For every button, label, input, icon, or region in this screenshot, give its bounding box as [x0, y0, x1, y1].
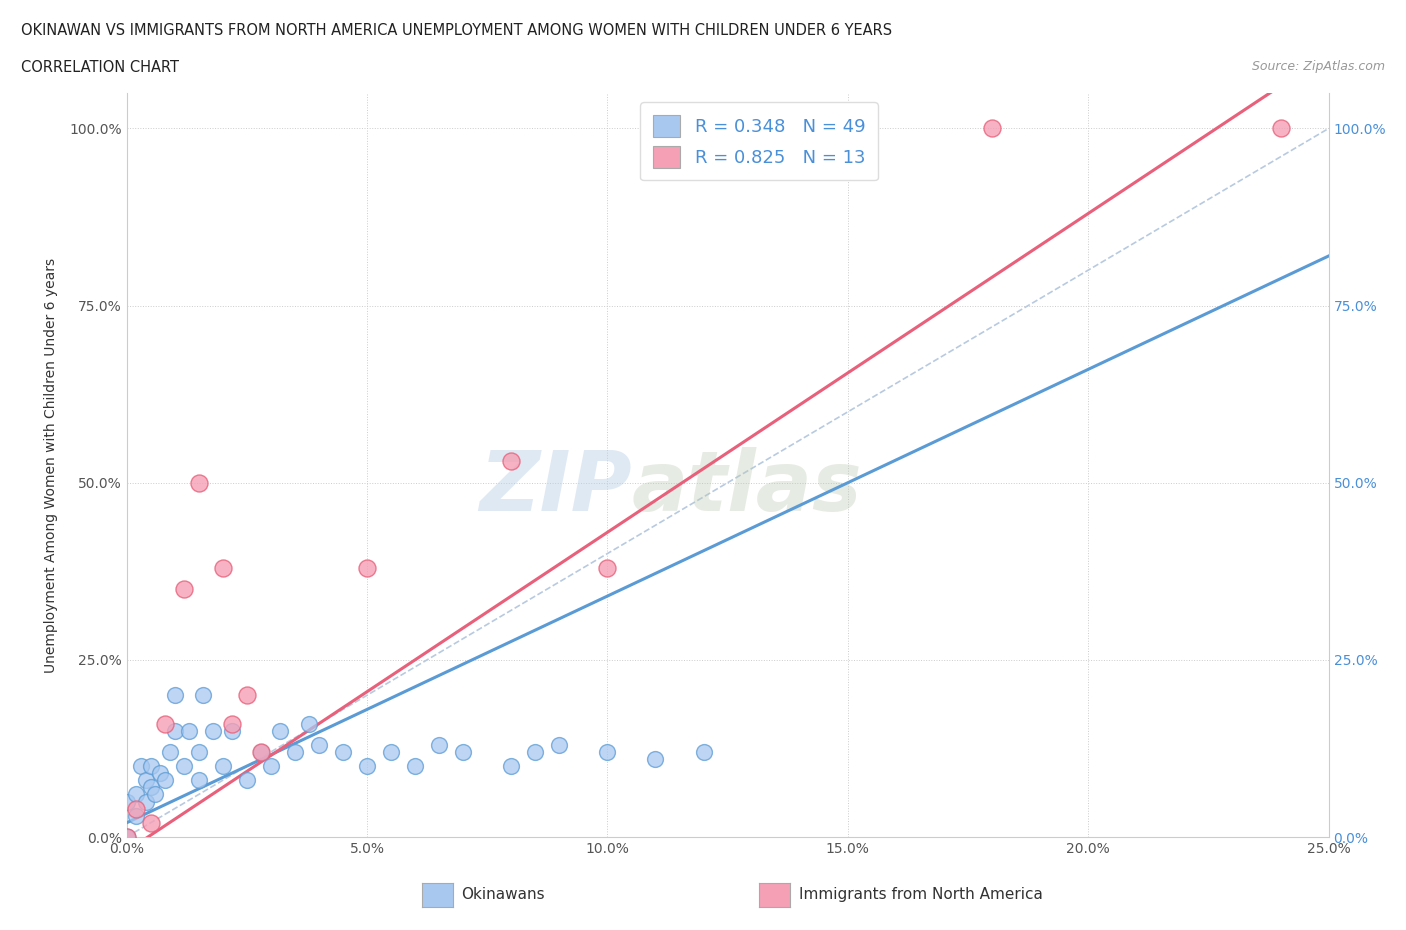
- Point: [211, 560, 233, 575]
- Point: [308, 737, 330, 752]
- Point: [115, 830, 138, 844]
- Point: [501, 454, 523, 469]
- Text: OKINAWAN VS IMMIGRANTS FROM NORTH AMERICA UNEMPLOYMENT AMONG WOMEN WITH CHILDREN: OKINAWAN VS IMMIGRANTS FROM NORTH AMERIC…: [21, 23, 893, 38]
- Text: CORRELATION CHART: CORRELATION CHART: [21, 60, 179, 75]
- Point: [115, 830, 138, 844]
- Point: [135, 794, 157, 809]
- Point: [380, 745, 402, 760]
- Point: [173, 759, 195, 774]
- Text: ZIP: ZIP: [479, 446, 631, 528]
- Point: [115, 830, 138, 844]
- Point: [981, 121, 1004, 136]
- Point: [221, 724, 243, 738]
- Point: [596, 560, 619, 575]
- Point: [153, 773, 176, 788]
- Point: [163, 724, 186, 738]
- Point: [235, 773, 259, 788]
- Text: atlas: atlas: [631, 446, 862, 528]
- Y-axis label: Unemployment Among Women with Children Under 6 years: Unemployment Among Women with Children U…: [44, 258, 58, 672]
- Point: [153, 716, 176, 731]
- Point: [427, 737, 450, 752]
- Point: [149, 765, 172, 780]
- Point: [596, 745, 619, 760]
- Point: [356, 759, 378, 774]
- Point: [115, 830, 138, 844]
- Point: [139, 759, 162, 774]
- Point: [202, 724, 225, 738]
- Point: [125, 787, 148, 802]
- Point: [250, 745, 273, 760]
- Point: [115, 830, 138, 844]
- Text: Okinawans: Okinawans: [461, 887, 544, 902]
- Point: [235, 688, 259, 703]
- Point: [298, 716, 321, 731]
- Point: [250, 745, 273, 760]
- Point: [501, 759, 523, 774]
- Point: [115, 794, 138, 809]
- Point: [260, 759, 283, 774]
- Point: [173, 581, 195, 596]
- Point: [692, 745, 714, 760]
- Point: [187, 745, 209, 760]
- Point: [644, 751, 666, 766]
- Text: Immigrants from North America: Immigrants from North America: [799, 887, 1042, 902]
- Point: [524, 745, 547, 760]
- Point: [193, 688, 215, 703]
- Point: [125, 808, 148, 823]
- Point: [115, 830, 138, 844]
- Point: [269, 724, 291, 738]
- Point: [221, 716, 243, 731]
- Point: [451, 745, 474, 760]
- Point: [135, 773, 157, 788]
- Point: [548, 737, 571, 752]
- Point: [129, 759, 152, 774]
- Point: [115, 830, 138, 844]
- Point: [1270, 121, 1292, 136]
- Legend: R = 0.348   N = 49, R = 0.825   N = 13: R = 0.348 N = 49, R = 0.825 N = 13: [641, 102, 877, 180]
- Point: [159, 745, 181, 760]
- Point: [356, 560, 378, 575]
- Point: [404, 759, 426, 774]
- Point: [145, 787, 167, 802]
- Point: [187, 475, 209, 490]
- Point: [177, 724, 200, 738]
- Point: [139, 816, 162, 830]
- Point: [211, 759, 233, 774]
- Point: [187, 773, 209, 788]
- Point: [115, 830, 138, 844]
- Point: [139, 780, 162, 795]
- Text: Source: ZipAtlas.com: Source: ZipAtlas.com: [1251, 60, 1385, 73]
- Point: [163, 688, 186, 703]
- Point: [125, 802, 148, 817]
- Point: [115, 830, 138, 844]
- Point: [284, 745, 307, 760]
- Point: [332, 745, 354, 760]
